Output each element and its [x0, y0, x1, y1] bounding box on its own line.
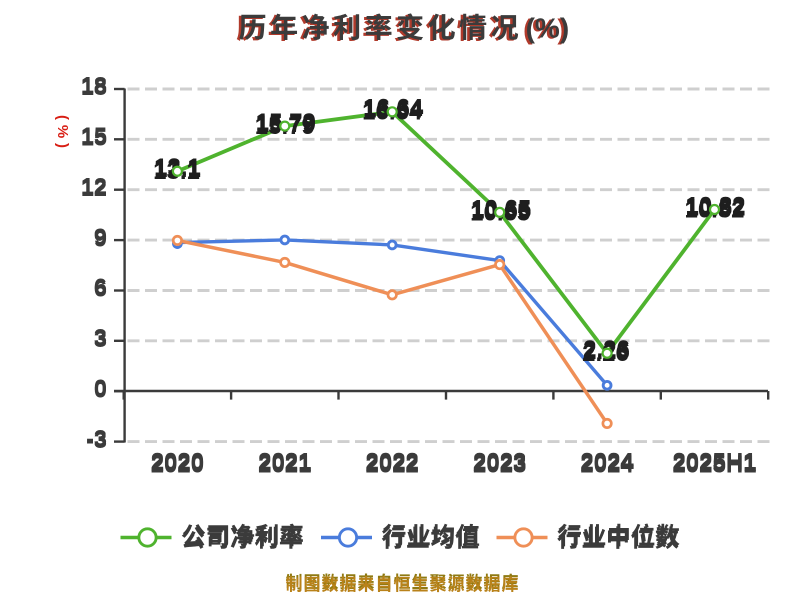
svg-text:6: 6 [94, 276, 107, 302]
svg-text:2024: 2024 [580, 451, 634, 478]
svg-text:2021: 2021 [258, 451, 311, 478]
svg-text:9: 9 [94, 225, 107, 251]
svg-text:0: 0 [94, 376, 107, 402]
svg-text:2020: 2020 [151, 451, 204, 478]
svg-text:(: ( [54, 115, 71, 120]
svg-text:2023: 2023 [473, 451, 526, 478]
svg-text:%: % [54, 125, 71, 138]
svg-text:(%): (%) [526, 13, 570, 44]
svg-text:2025H1: 2025H1 [672, 451, 756, 478]
svg-text:12: 12 [81, 175, 107, 201]
svg-text:): ) [54, 143, 71, 148]
svg-text:15: 15 [81, 125, 107, 151]
svg-text:-3: -3 [86, 427, 107, 453]
svg-text:18: 18 [81, 74, 107, 100]
svg-text:2022: 2022 [366, 451, 419, 478]
svg-text:3: 3 [94, 326, 107, 352]
